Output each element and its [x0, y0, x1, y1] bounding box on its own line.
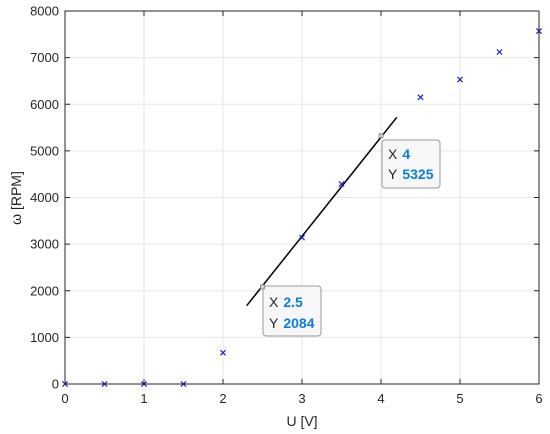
- data-tip-box: [262, 285, 322, 337]
- data-point-marker: [456, 76, 464, 83]
- fit-layer: [246, 116, 398, 307]
- x-tick-label: 6: [535, 391, 542, 406]
- y-tick-label: 6000: [30, 97, 59, 112]
- x-tick-label: 4: [377, 391, 384, 406]
- fit-line: [246, 116, 398, 307]
- y-tick-label: 7000: [30, 50, 59, 65]
- y-tick-label: 8000: [30, 4, 59, 19]
- data-point-marker: [496, 49, 503, 56]
- y-tick-label: 5000: [30, 143, 59, 158]
- data-tip-x-label: X: [269, 294, 279, 310]
- x-tick-label: 5: [456, 391, 463, 406]
- data-point-marker: [219, 349, 227, 356]
- data-tip-anchor[interactable]: [260, 284, 265, 290]
- x-axis-title: U [V]: [286, 413, 317, 429]
- data-tip-y-value: 5325: [402, 166, 433, 182]
- data-tip-y-value: 2084: [283, 315, 314, 331]
- data-tip-y-label: Y: [269, 315, 279, 331]
- y-axis-title: ω [RPM]: [8, 171, 24, 225]
- x-tick-label: 0: [61, 391, 68, 406]
- data-tip-anchor[interactable]: [378, 133, 384, 139]
- data-point-marker: [417, 94, 424, 101]
- data-tip-x-value: 2.5: [283, 294, 303, 310]
- svg-text:X2.5: X 2.5: [269, 294, 303, 310]
- y-tick-label: 3000: [30, 237, 59, 252]
- tick-label-layer: 0 1 2 3 4 5 6 0 1000 2000 3000 4000 5000 6000 7000 8000: [30, 4, 543, 407]
- y-tick-label: 0: [52, 377, 59, 392]
- axes-layer: [64, 10, 540, 385]
- x-tick-label: 3: [298, 391, 305, 406]
- data-tip[interactable]: X 2.5 Y 2084: [262, 285, 322, 337]
- y-tick-label: 1000: [30, 330, 59, 345]
- data-tip-x-value: 4: [402, 146, 410, 162]
- data-tip-box: [381, 139, 441, 189]
- data-tip-y-label: Y: [388, 166, 398, 182]
- svg-text:X4: X4: [388, 146, 410, 162]
- data-tip-markers: [260, 133, 384, 290]
- x-tick-label: 2: [219, 391, 226, 406]
- y-tick-label: 2000: [30, 283, 59, 298]
- data-tip-x-label: X: [388, 146, 398, 162]
- data-point-marker: [298, 234, 306, 241]
- x-tick-label: 1: [140, 391, 147, 406]
- data-point-marker: [338, 180, 345, 188]
- y-tick-label: 4000: [30, 190, 59, 205]
